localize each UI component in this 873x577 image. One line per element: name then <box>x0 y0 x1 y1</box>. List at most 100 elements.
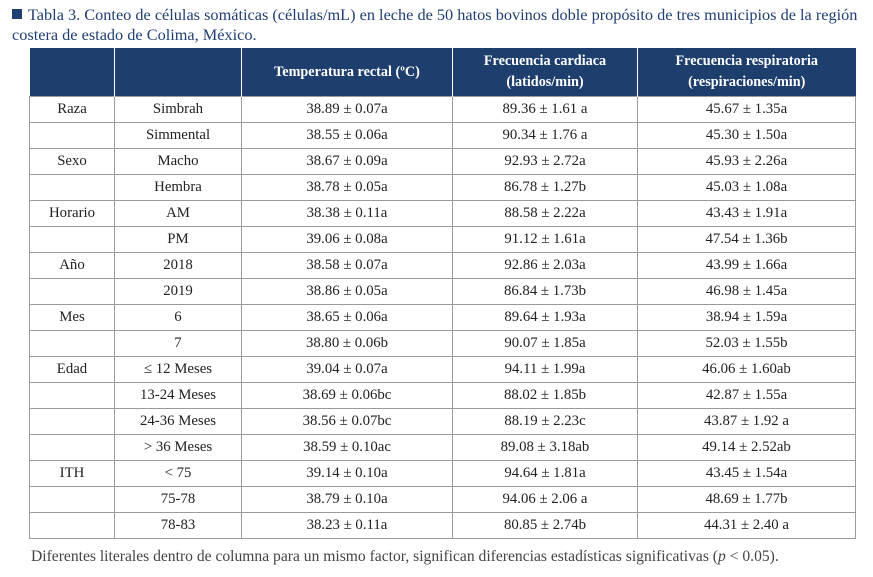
table-row: 75-78 38.79 ± 0.10a 94.06 ± 2.06 a 48.69 ± … <box>29 486 856 513</box>
cell-respiratory-rate: 49.14 ± 2.52ab <box>637 434 856 461</box>
cell-heart-rate: 89.64 ± 1.93a <box>452 304 638 331</box>
cell-factor <box>29 512 115 539</box>
table-row: 24-36 Meses 38.56 ± 0.07bc 88.19 ± 2.23c 43… <box>29 408 856 435</box>
cell-level: PM <box>114 226 242 253</box>
caption-text: Tabla 3. Conteo de células somáticas (cé… <box>12 5 858 44</box>
cell-level: 13-24 Meses <box>114 382 242 409</box>
cell-factor: Edad <box>29 356 115 383</box>
cell-heart-rate: 90.34 ± 1.76 a <box>452 122 638 149</box>
cell-factor: Horario <box>29 200 115 227</box>
cell-respiratory-rate: 45.03 ± 1.08a <box>637 174 856 201</box>
cell-level: 2019 <box>114 278 242 305</box>
cell-temperature: 38.86 ± 0.05a <box>241 278 453 305</box>
cell-factor <box>29 408 115 435</box>
cell-level: 2018 <box>114 252 242 279</box>
cell-respiratory-rate: 38.94 ± 1.59a <box>637 304 856 331</box>
cell-respiratory-rate: 43.99 ± 1.66a <box>637 252 856 279</box>
cell-level: ≤ 12 Meses <box>114 356 242 383</box>
cell-level: AM <box>114 200 242 227</box>
cell-respiratory-rate: 45.67 ± 1.35a <box>637 96 856 123</box>
cell-heart-rate: 89.36 ± 1.61 a <box>452 96 638 123</box>
table-row: > 36 Meses 38.59 ± 0.10ac 89.08 ± 3.18ab 49… <box>29 434 856 461</box>
table-row: Sexo Macho 38.67 ± 0.09a 92.93 ± 2.72a 45.93… <box>29 148 856 175</box>
cell-factor <box>29 486 115 513</box>
table-row: Mes 6 38.65 ± 0.06a 89.64 ± 1.93a 38.94 ± 1.… <box>29 304 856 331</box>
cell-heart-rate: 94.64 ± 1.81a <box>452 460 638 487</box>
cell-temperature: 39.04 ± 0.07a <box>241 356 453 383</box>
table-row: PM 39.06 ± 0.08a 91.12 ± 1.61a 47.54 ± 1.36… <box>29 226 856 253</box>
cell-level: 6 <box>114 304 242 331</box>
cell-temperature: 38.38 ± 0.11a <box>241 200 453 227</box>
header-factor <box>29 48 115 97</box>
cell-heart-rate: 88.02 ± 1.85b <box>452 382 638 409</box>
cell-factor <box>29 330 115 357</box>
header-respiratory-rate: Frecuencia respiratoria (respiraciones/mi… <box>637 48 856 97</box>
header-row: Temperatura rectal (ºC) Frecuencia cardi… <box>29 48 856 97</box>
cell-level: Simbrah <box>114 96 242 123</box>
table-row: Raza Simbrah 38.89 ± 0.07a 89.36 ± 1.61 a 45… <box>29 96 856 123</box>
cell-temperature: 39.06 ± 0.08a <box>241 226 453 253</box>
table-row: 13-24 Meses 38.69 ± 0.06bc 88.02 ± 1.85b 42… <box>29 382 856 409</box>
cell-respiratory-rate: 43.43 ± 1.91a <box>637 200 856 227</box>
cell-level: 75-78 <box>114 486 242 513</box>
table-row: Simmental 38.55 ± 0.06a 90.34 ± 1.76 a 45.3… <box>29 122 856 149</box>
cell-respiratory-rate: 42.87 ± 1.55a <box>637 382 856 409</box>
cell-respiratory-rate: 52.03 ± 1.55b <box>637 330 856 357</box>
cell-factor <box>29 382 115 409</box>
table-row: ITH < 75 39.14 ± 0.10a 94.64 ± 1.81a 43.45 ±… <box>29 460 856 487</box>
cell-heart-rate: 92.86 ± 2.03a <box>452 252 638 279</box>
cell-respiratory-rate: 45.93 ± 2.26a <box>637 148 856 175</box>
data-table: Temperatura rectal (ºC) Frecuencia cardi… <box>29 48 856 539</box>
cell-temperature: 39.14 ± 0.10a <box>241 460 453 487</box>
table-row: 2019 38.86 ± 0.05a 86.84 ± 1.73b 46.98 ± 1.… <box>29 278 856 305</box>
table-row: Año 2018 38.58 ± 0.07a 92.86 ± 2.03a 43.99 ±… <box>29 252 856 279</box>
cell-temperature: 38.78 ± 0.05a <box>241 174 453 201</box>
cell-level: 24-36 Meses <box>114 408 242 435</box>
cell-temperature: 38.56 ± 0.07bc <box>241 408 453 435</box>
cell-level: Simmental <box>114 122 242 149</box>
cell-factor <box>29 122 115 149</box>
table-row: Edad ≤ 12 Meses 39.04 ± 0.07a 94.11 ± 1.99a… <box>29 356 856 383</box>
table-row: Hembra 38.78 ± 0.05a 86.78 ± 1.27b 45.03 ± … <box>29 174 856 201</box>
table-row: 7 38.80 ± 0.06b 90.07 ± 1.85a 52.03 ± 1.55b <box>29 330 856 357</box>
cell-heart-rate: 90.07 ± 1.85a <box>452 330 638 357</box>
cell-temperature: 38.55 ± 0.06a <box>241 122 453 149</box>
cell-factor <box>29 226 115 253</box>
cell-temperature: 38.23 ± 0.11a <box>241 512 453 539</box>
cell-level: Hembra <box>114 174 242 201</box>
cell-level: > 36 Meses <box>114 434 242 461</box>
cell-factor: ITH <box>29 460 115 487</box>
cell-temperature: 38.79 ± 0.10a <box>241 486 453 513</box>
cell-respiratory-rate: 47.54 ± 1.36b <box>637 226 856 253</box>
cell-heart-rate: 88.58 ± 2.22a <box>452 200 638 227</box>
cell-factor: Sexo <box>29 148 115 175</box>
cell-respiratory-rate: 46.98 ± 1.45a <box>637 278 856 305</box>
cell-temperature: 38.80 ± 0.06b <box>241 330 453 357</box>
cell-heart-rate: 91.12 ± 1.61a <box>452 226 638 253</box>
header-level <box>114 48 242 97</box>
cell-factor: Raza <box>29 96 115 123</box>
cell-heart-rate: 92.93 ± 2.72a <box>452 148 638 175</box>
square-bullet-icon <box>12 9 22 19</box>
cell-temperature: 38.65 ± 0.06a <box>241 304 453 331</box>
cell-level: 7 <box>114 330 242 357</box>
table-caption: Tabla 3. Conteo de células somáticas (cé… <box>12 5 862 45</box>
header-heart-rate: Frecuencia cardiaca (latidos/min) <box>452 48 638 97</box>
header-temperature: Temperatura rectal (ºC) <box>241 48 453 97</box>
cell-respiratory-rate: 43.45 ± 1.54a <box>637 460 856 487</box>
table-row: 78-83 38.23 ± 0.11a 80.85 ± 2.74b 44.31 ± 2… <box>29 512 856 539</box>
cell-temperature: 38.89 ± 0.07a <box>241 96 453 123</box>
cell-factor <box>29 434 115 461</box>
cell-respiratory-rate: 43.87 ± 1.92 a <box>637 408 856 435</box>
cell-heart-rate: 80.85 ± 2.74b <box>452 512 638 539</box>
cell-respiratory-rate: 46.06 ± 1.60ab <box>637 356 856 383</box>
cell-factor <box>29 174 115 201</box>
cell-factor <box>29 278 115 305</box>
cell-heart-rate: 86.78 ± 1.27b <box>452 174 638 201</box>
cell-level: 78-83 <box>114 512 242 539</box>
footnote: Diferentes literales dentro de columna p… <box>31 548 779 565</box>
cell-temperature: 38.67 ± 0.09a <box>241 148 453 175</box>
cell-level: < 75 <box>114 460 242 487</box>
cell-temperature: 38.59 ± 0.10ac <box>241 434 453 461</box>
cell-heart-rate: 86.84 ± 1.73b <box>452 278 638 305</box>
